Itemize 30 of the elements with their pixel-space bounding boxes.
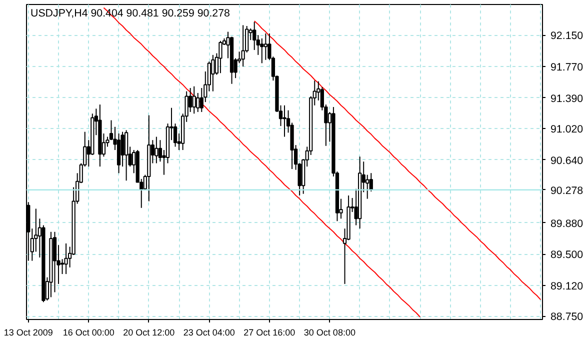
y-tick-label: 91.770	[550, 62, 584, 74]
candlestick	[282, 104, 286, 138]
x-tick-label: 30 Oct 08:00	[304, 328, 356, 338]
y-tick-label: 88.750	[550, 311, 584, 324]
x-tick-label: 13 Oct 2009	[4, 328, 53, 338]
line-series	[254, 20, 542, 300]
y-tick-label: 89.120	[550, 280, 584, 293]
x-tick-label: 16 Oct 00:00	[62, 328, 114, 338]
candlestick	[218, 40, 222, 74]
candlestick	[124, 130, 128, 182]
candlestick	[260, 38, 264, 64]
y-tick-label: 89.500	[550, 249, 584, 262]
y-tick-label: 92.150	[550, 30, 584, 42]
x-tick-label: 27 Oct 16:00	[244, 328, 296, 338]
x-tick-label: 20 Oct 12:00	[123, 328, 175, 338]
candlestick	[154, 136, 158, 164]
candlestick	[188, 88, 192, 112]
candlestick	[64, 242, 68, 275]
y-tick-label: 90.640	[550, 154, 584, 167]
y-tick-label: 91.020	[550, 124, 584, 136]
x-tick-label: 23 Oct 04:00	[183, 328, 235, 338]
y-tick-label: 89.880	[550, 218, 584, 230]
candlestick	[60, 258, 64, 275]
candlestick	[264, 32, 268, 60]
candlestick	[211, 54, 215, 92]
candlestick	[241, 24, 245, 68]
y-tick-label: 91.390	[550, 92, 584, 105]
candlestick	[192, 86, 196, 114]
ref-line-label: 90.278	[550, 184, 584, 197]
candlestick	[52, 231, 57, 293]
